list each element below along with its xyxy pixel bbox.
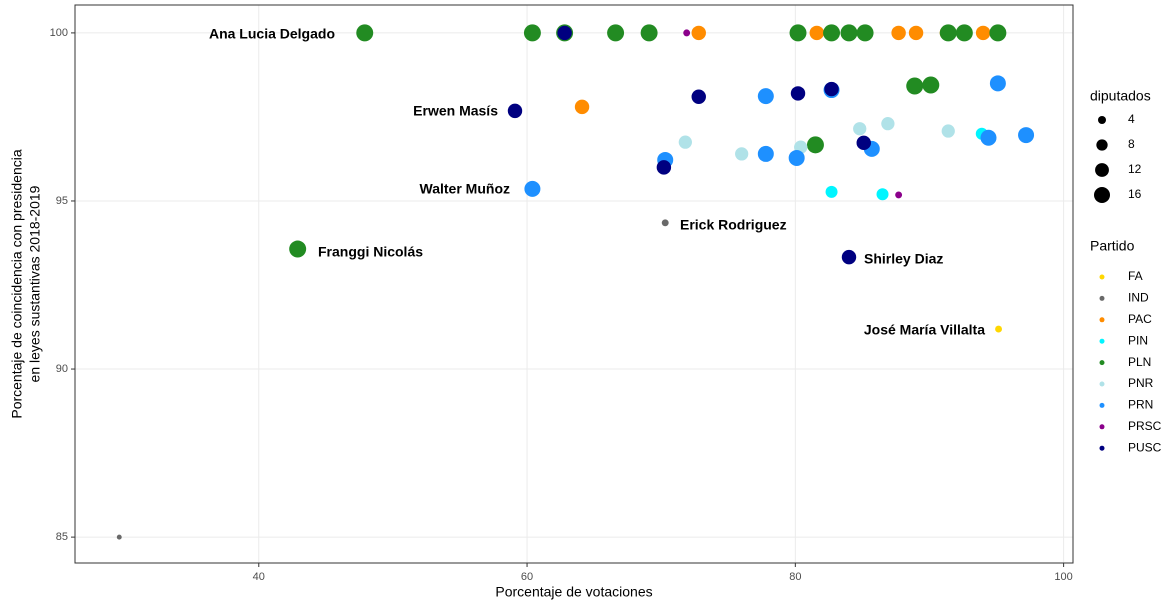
x-tick-label: 100 (1054, 571, 1072, 583)
point (524, 180, 541, 197)
point (841, 249, 857, 265)
x-tick-label: 80 (789, 571, 801, 583)
point (955, 24, 973, 42)
legend-size-key (1096, 139, 1108, 151)
annotation: José María Villalta (864, 322, 985, 338)
legend-label: PNR (1128, 376, 1154, 390)
point (557, 25, 572, 41)
point (876, 188, 889, 201)
point (856, 135, 871, 151)
legend-color-key (1099, 424, 1105, 430)
point (757, 88, 774, 105)
point (507, 103, 523, 119)
legend-title: diputados (1090, 88, 1151, 104)
y-axis-title: Porcentaje de coincidencia con presidenc… (9, 149, 25, 418)
point (788, 149, 805, 166)
legend-label: FA (1128, 269, 1143, 283)
point (995, 325, 1003, 333)
point (824, 81, 839, 97)
legend-label: PRN (1128, 398, 1153, 412)
point (523, 24, 541, 42)
legend-size-key (1095, 163, 1109, 177)
point (980, 129, 997, 146)
point (790, 86, 806, 101)
point (289, 240, 307, 258)
legend-color-key (1099, 381, 1105, 387)
legend-color-key (1099, 402, 1105, 408)
legend-label: IND (1128, 291, 1149, 305)
point (881, 117, 895, 131)
point (116, 534, 122, 540)
legend-label: 8 (1128, 137, 1135, 151)
legend-label: PIN (1128, 333, 1148, 347)
point (678, 135, 692, 149)
point (809, 25, 825, 41)
point (823, 24, 841, 42)
legend-color-key (1099, 360, 1105, 366)
y-axis-title: en leyes sustantivas 2018-2019 (27, 185, 43, 382)
point (806, 136, 824, 154)
legend-color-key (1099, 295, 1105, 301)
legend-size-key (1094, 187, 1110, 203)
legend-label: PUSC (1128, 440, 1162, 454)
annotation: Ana Lucia Delgado (209, 26, 335, 42)
x-axis-title: Porcentaje de votaciones (495, 584, 652, 600)
legend-size-key (1098, 116, 1106, 124)
plot-border (74, 4, 1074, 564)
legend-color-key (1099, 274, 1105, 280)
point (895, 191, 903, 199)
point (908, 25, 924, 41)
annotation: Erick Rodriguez (680, 217, 787, 233)
legend-label: PLN (1128, 355, 1151, 369)
x-tick-label: 60 (521, 571, 533, 583)
legend-label: PAC (1128, 312, 1152, 326)
point (735, 147, 749, 161)
legend-color-key (1099, 445, 1105, 451)
legend-label: 12 (1128, 162, 1142, 176)
point (906, 77, 924, 95)
y-tick-label: 85 (56, 531, 68, 543)
legend-label: 16 (1128, 187, 1142, 201)
legend-title: Partido (1090, 238, 1135, 254)
legend-label: 4 (1128, 112, 1135, 126)
point (789, 24, 807, 42)
point (922, 76, 940, 94)
point (757, 145, 774, 162)
point (840, 24, 858, 42)
point (989, 75, 1006, 92)
annotation: Walter Muñoz (420, 181, 510, 197)
y-tick-label: 90 (56, 363, 68, 375)
point (989, 24, 1007, 42)
legend-color-key (1099, 317, 1105, 323)
point (975, 25, 991, 41)
x-tick-label: 40 (253, 571, 265, 583)
legend-label: PRSC (1128, 419, 1162, 433)
point (661, 219, 669, 227)
point (656, 160, 672, 175)
point (640, 24, 658, 42)
point (1018, 127, 1035, 144)
legend-color-key (1099, 338, 1105, 344)
point (607, 24, 625, 42)
point (941, 124, 955, 138)
annotation: Shirley Diaz (864, 251, 943, 267)
point (691, 25, 706, 41)
point (853, 122, 867, 136)
annotation: Erwen Masís (413, 103, 498, 119)
plot-panel (75, 5, 1073, 563)
point (356, 24, 374, 42)
point (574, 99, 590, 115)
y-tick-label: 100 (50, 27, 68, 39)
annotation: Franggi Nicolás (318, 244, 423, 260)
point (683, 29, 691, 37)
y-tick-label: 95 (56, 195, 68, 207)
point (891, 25, 906, 41)
point (825, 185, 838, 198)
point (691, 89, 706, 104)
point (939, 24, 957, 42)
point (856, 24, 874, 42)
